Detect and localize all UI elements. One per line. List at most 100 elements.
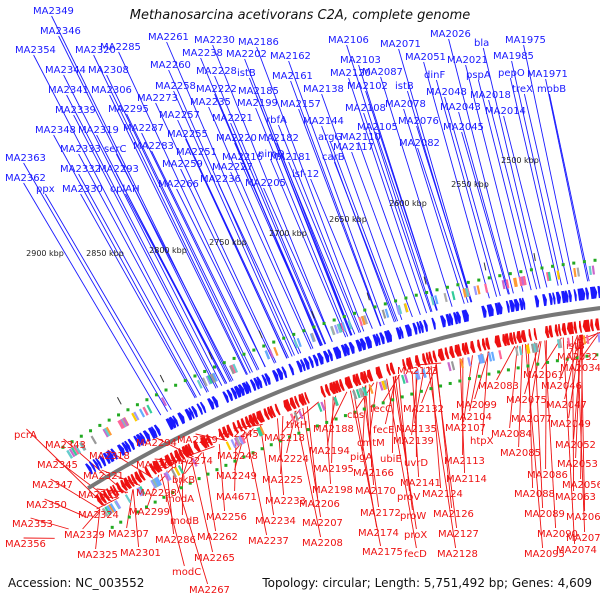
gc-marker: [98, 423, 102, 427]
gc-marker: [171, 490, 175, 494]
forward-gene-arrow: [147, 427, 156, 440]
feature-slot-mark: [395, 305, 401, 315]
label-leader-lines: [23, 15, 600, 585]
forward-gene-label: MA2103: [340, 55, 381, 66]
forward-leader-line: [545, 78, 589, 282]
reverse-gene-arrow: [352, 374, 359, 387]
feature-slot-mark: [122, 417, 129, 427]
forward-gene-arrow: [567, 289, 572, 303]
forward-gene-arrow: [592, 286, 598, 299]
reverse-gene-arrow: [548, 325, 554, 338]
scale-tick-label: 2600 kbp: [389, 199, 427, 208]
feature-slot-mark: [152, 478, 159, 488]
gc-marker: [127, 515, 131, 519]
reverse-gene-label: MA2356: [5, 539, 46, 550]
feature-slot-mark: [68, 448, 76, 458]
gc-marker: [153, 500, 157, 504]
reverse-gene-label: MA2086: [527, 470, 568, 481]
forward-gene-label: MA2308: [88, 65, 129, 76]
forward-gene-label: MA2082: [399, 138, 440, 149]
forward-leader-line: [310, 178, 373, 329]
forward-gene-label: MA2255: [167, 129, 208, 140]
gc-marker: [232, 356, 236, 360]
forward-gene-label: MA2339: [55, 105, 96, 116]
reverse-leader-line: [386, 378, 417, 549]
feature-slot-mark: [381, 309, 387, 319]
reverse-leader-line: [474, 351, 490, 400]
reverse-gene-arrow: [144, 466, 152, 478]
forward-gene-label: serC: [104, 144, 126, 155]
reverse-gene-label: MA2233: [265, 496, 306, 507]
reverse-gene-arrow: [457, 344, 462, 357]
scale-tick-label: 2550 kbp: [451, 180, 489, 189]
reverse-gene-arrow: [415, 354, 421, 368]
reverse-gene-label: MA2032: [557, 352, 598, 363]
forward-gene-label: MA2117: [333, 142, 374, 153]
reverse-leader-line: [306, 406, 319, 499]
gc-marker: [425, 290, 429, 294]
reverse-gene-label: MA2053: [557, 459, 598, 470]
reverse-gene-label: uvrD: [404, 458, 428, 469]
reverse-gene-arrow: [218, 428, 226, 441]
reverse-gene-arrow: [585, 319, 591, 332]
reverse-gene-arrow: [329, 382, 337, 395]
reverse-gene-arrow: [513, 331, 517, 344]
reverse-gene-arrow: [159, 457, 168, 470]
forward-leader-line: [263, 187, 333, 342]
feature-slot-mark: [361, 387, 367, 397]
forward-leader-line: [503, 115, 548, 288]
reverse-gene-arrow: [155, 460, 163, 472]
forward-gene-arrow: [196, 403, 204, 415]
reverse-gene-arrow: [520, 330, 527, 343]
reverse-gene-label: MA2318: [89, 451, 130, 462]
reverse-gene-arrow: [406, 357, 412, 370]
forward-gene-arrow: [190, 405, 198, 418]
forward-gene-label: MA2182: [258, 133, 299, 144]
forward-gene-arrow: [303, 357, 310, 370]
feature-slot-mark: [108, 504, 115, 513]
feature-slot-mark: [104, 506, 111, 516]
forward-leader-line: [141, 132, 258, 371]
gc-marker: [162, 495, 166, 499]
gc-marker: [551, 264, 555, 268]
forward-gene-label: MA2273: [137, 93, 178, 104]
forward-gene-label: MA2354: [15, 45, 56, 56]
reverse-gene-label: MA2070: [566, 533, 600, 544]
feature-slot-mark: [414, 370, 420, 381]
forward-leader-line: [166, 41, 302, 354]
feature-slot-mark: [296, 337, 302, 348]
feature-slot-mark: [293, 339, 299, 349]
feature-slot-mark: [103, 427, 111, 437]
reverse-gene-label: MA2206: [299, 499, 340, 510]
forward-gene-label: MA2221: [212, 113, 253, 124]
feature-slot-mark: [66, 449, 74, 459]
forward-gene-label: MA2222: [196, 84, 237, 95]
forward-gene-arrow: [555, 291, 561, 304]
forward-gene-arrow: [249, 379, 257, 392]
forward-gene-label: MA2185: [238, 86, 279, 97]
feature-slot-mark: [106, 505, 113, 515]
forward-leader-line: [288, 161, 360, 333]
forward-gene-arrow: [245, 381, 252, 393]
reverse-gene-label: MA2074: [556, 545, 597, 556]
forward-gene-arrow: [580, 288, 586, 301]
gc-marker: [498, 274, 502, 278]
reverse-gene-arrow: [269, 405, 277, 418]
feature-slot-mark: [133, 411, 140, 421]
feature-slot-mark: [310, 332, 316, 342]
gc-marker: [353, 311, 357, 315]
forward-gene-arrow: [241, 382, 250, 395]
forward-gene-arrow: [343, 343, 350, 356]
gc-marker: [595, 353, 599, 357]
feature-slot-mark: [320, 401, 326, 411]
reverse-gene-label: MA2325: [77, 550, 118, 561]
reverse-gene-arrow: [236, 419, 244, 432]
forward-leader-line: [208, 106, 314, 349]
reverse-leader-line: [324, 399, 332, 485]
reverse-gene-arrow: [102, 489, 111, 502]
scale-tick: [483, 262, 487, 271]
reverse-gene-label: fecD: [404, 549, 427, 560]
forward-leader-line: [44, 193, 172, 410]
forward-gene-label: MA2295: [108, 104, 149, 115]
